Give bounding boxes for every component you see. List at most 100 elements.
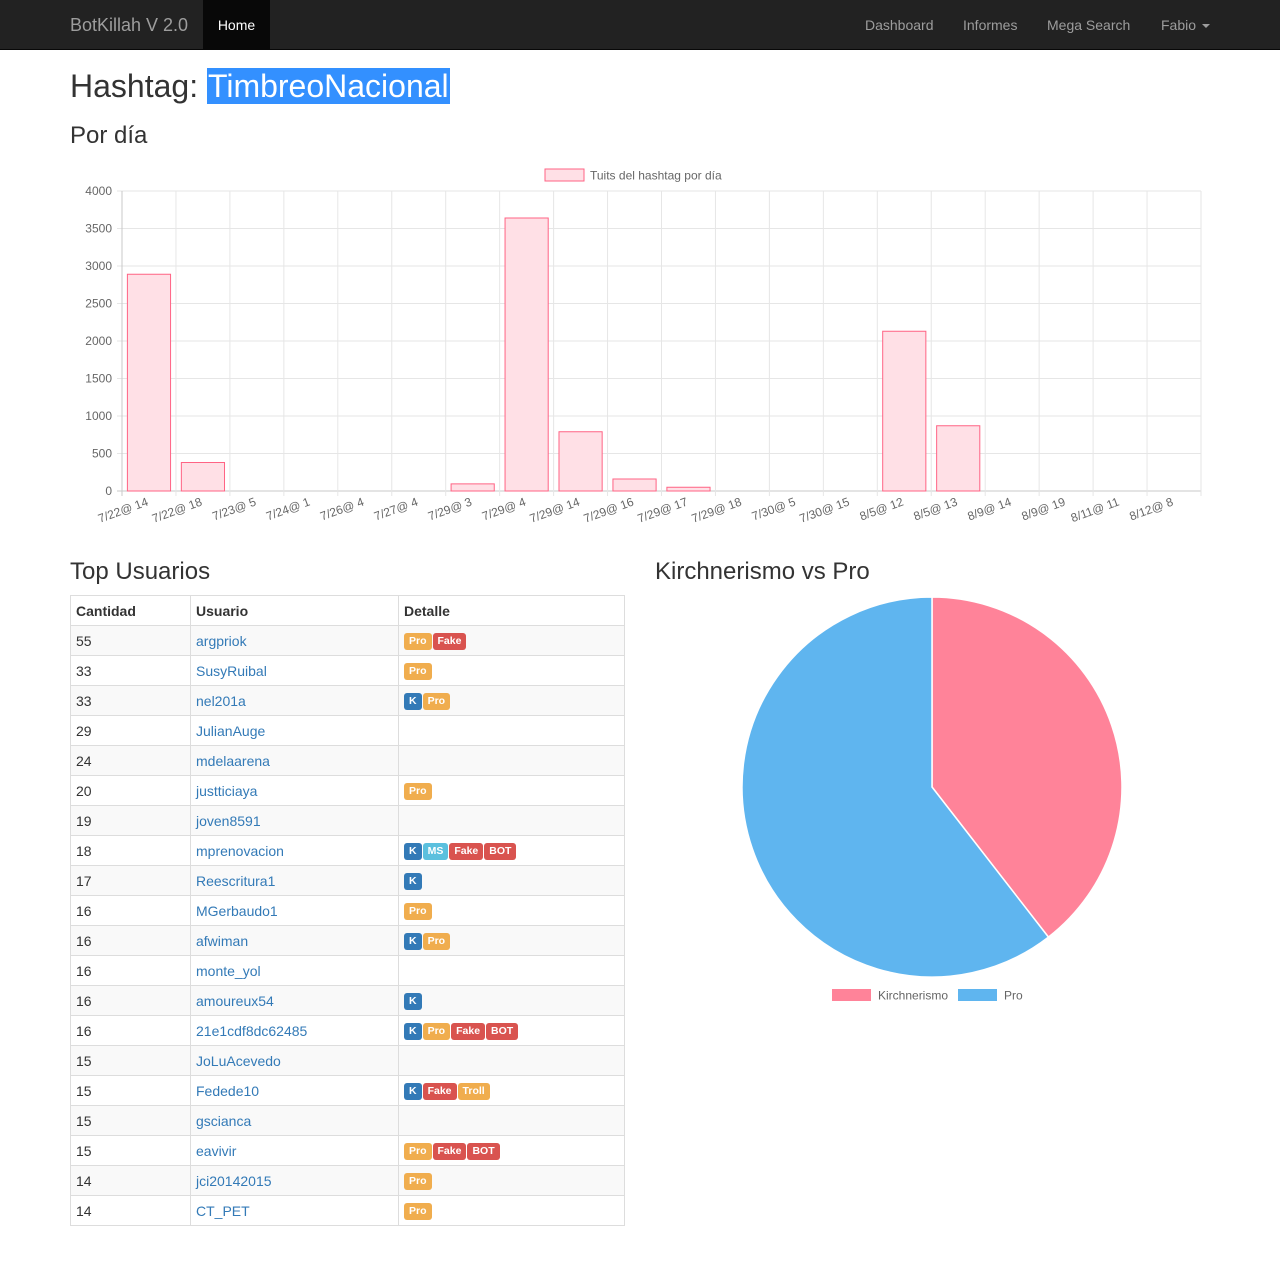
user-link[interactable]: justticiaya bbox=[196, 782, 258, 799]
brand-link[interactable]: BotKillah V 2.0 bbox=[70, 15, 189, 35]
detail-cell bbox=[398, 955, 625, 986]
pie-legend-swatch-kirchnerismo[interactable] bbox=[832, 989, 871, 1001]
bar-7/22@ 14[interactable] bbox=[126, 273, 172, 492]
caret-down-icon bbox=[1202, 24, 1211, 29]
user-link[interactable]: 21e1cdf8dc62485 bbox=[196, 1022, 308, 1039]
table-row: 33 SusyRuibal Pro bbox=[70, 655, 625, 686]
tag-badge-troll: Troll bbox=[457, 1083, 490, 1100]
user-link[interactable]: Reescritura1 bbox=[196, 872, 276, 889]
user-cell: Fedede10 bbox=[190, 1075, 399, 1106]
x-tick-label: 7/29@ 14 bbox=[528, 495, 582, 526]
detail-cell bbox=[398, 715, 625, 746]
count-cell: 14 bbox=[70, 1195, 191, 1226]
bar-7/29@ 4[interactable] bbox=[504, 217, 549, 492]
nav-dashboard-link[interactable]: Dashboard bbox=[865, 17, 934, 33]
detail-cell: Pro Fake BOT bbox=[398, 1135, 625, 1166]
x-tick-label: 7/29@ 3 bbox=[426, 495, 474, 524]
tag-badge-k: K bbox=[404, 1023, 422, 1040]
tag-badge-k: K bbox=[404, 993, 422, 1010]
x-tick-label: 7/29@ 17 bbox=[636, 495, 690, 526]
user-link[interactable]: mprenovacion bbox=[196, 842, 284, 859]
user-link[interactable]: monte_yol bbox=[196, 962, 261, 979]
table-row: 16 amoureux54 K bbox=[70, 985, 625, 1016]
x-tick-label: 7/22@ 18 bbox=[150, 495, 204, 526]
count-cell: 18 bbox=[70, 835, 191, 866]
user-link[interactable]: SusyRuibal bbox=[196, 662, 267, 679]
count-cell: 16 bbox=[70, 895, 191, 926]
user-link[interactable]: amoureux54 bbox=[196, 992, 274, 1009]
user-link[interactable]: JoLuAcevedo bbox=[196, 1052, 281, 1069]
user-link[interactable]: joven8591 bbox=[196, 812, 261, 829]
nav-informes-link[interactable]: Informes bbox=[963, 17, 1018, 33]
bar-8/5@ 13[interactable] bbox=[936, 425, 981, 492]
user-link[interactable]: Fedede10 bbox=[196, 1082, 260, 1099]
count-cell: 15 bbox=[70, 1135, 191, 1166]
user-link[interactable]: JulianAuge bbox=[196, 722, 266, 739]
table-header-row: Cantidad Usuario Detalle bbox=[70, 595, 625, 626]
user-cell: joven8591 bbox=[190, 805, 399, 836]
tag-badge-bot: BOT bbox=[467, 1143, 500, 1160]
x-tick-label: 7/26@ 4 bbox=[318, 495, 366, 524]
bar-7/29@ 3[interactable] bbox=[450, 483, 495, 492]
count-cell: 24 bbox=[70, 745, 191, 776]
tag-badge-pro: Pro bbox=[422, 933, 451, 950]
bar-7/29@ 17[interactable] bbox=[666, 486, 711, 492]
count-cell: 15 bbox=[70, 1045, 191, 1076]
x-tick-label: 8/9@ 14 bbox=[966, 495, 1014, 524]
y-tick-label: 1000 bbox=[85, 409, 112, 423]
table-row: 16 21e1cdf8dc62485 K Pro Fake BOT bbox=[70, 1015, 625, 1046]
per-day-bar-chart: 0 500 1000 1500 2000 2500 3000 3500 4000 7/22@ 1… bbox=[85, 168, 1202, 526]
header-detalle: Detalle bbox=[398, 595, 625, 626]
tag-badge-ms: MS bbox=[422, 843, 449, 860]
count-cell: 33 bbox=[70, 655, 191, 686]
x-tick-label: 8/11@ 11 bbox=[1069, 495, 1121, 526]
user-link[interactable]: afwiman bbox=[196, 932, 249, 949]
bar-8/5@ 12[interactable] bbox=[882, 330, 927, 492]
bar-7/29@ 14[interactable] bbox=[558, 431, 603, 492]
user-link[interactable]: MGerbaudo1 bbox=[196, 902, 278, 919]
user-link[interactable]: jci20142015 bbox=[196, 1172, 272, 1189]
tag-badge-fake: Fake bbox=[449, 843, 484, 860]
user-menu-dropdown[interactable]: Fabio bbox=[1161, 0, 1211, 50]
detail-cell: Pro bbox=[398, 1195, 625, 1226]
top-users-table: Cantidad Usuario Detalle 55 argpriok Pro Fa… bbox=[70, 595, 625, 1226]
per-day-heading: Por día bbox=[70, 122, 148, 149]
detail-cell: Pro Fake bbox=[398, 625, 625, 656]
user-link[interactable]: CT_PET bbox=[196, 1202, 250, 1219]
tag-badge-k: K bbox=[404, 1083, 422, 1100]
tag-badge-bot: BOT bbox=[486, 1023, 519, 1040]
table-row: 16 monte_yol bbox=[70, 955, 625, 986]
user-cell: amoureux54 bbox=[190, 985, 399, 1016]
count-cell: 14 bbox=[70, 1165, 191, 1196]
y-tick-label: 4000 bbox=[85, 184, 112, 198]
detail-cell: K Fake Troll bbox=[398, 1075, 625, 1106]
count-cell: 16 bbox=[70, 1015, 191, 1046]
bar-7/29@ 16[interactable] bbox=[612, 478, 657, 492]
x-tick-label: 7/29@ 4 bbox=[480, 495, 528, 524]
user-link[interactable]: gscianca bbox=[196, 1112, 252, 1129]
bar-7/22@ 18[interactable] bbox=[180, 462, 226, 492]
user-link[interactable]: nel201a bbox=[196, 692, 246, 709]
user-link[interactable]: mdelaarena bbox=[196, 752, 270, 769]
nav-mega-search-link[interactable]: Mega Search bbox=[1047, 17, 1131, 33]
nav-home-link[interactable]: Home bbox=[203, 0, 270, 49]
count-cell: 33 bbox=[70, 685, 191, 716]
table-row: 14 CT_PET Pro bbox=[70, 1195, 625, 1226]
y-tick-label: 500 bbox=[92, 447, 112, 461]
y-tick-label: 3000 bbox=[85, 259, 112, 273]
x-tick-label: 8/5@ 12 bbox=[858, 495, 906, 524]
pie-slice-kirchnerismo[interactable] bbox=[931, 596, 1123, 939]
table-row: 19 joven8591 bbox=[70, 805, 625, 836]
tag-badge-pro: Pro bbox=[422, 1023, 451, 1040]
x-tick-label: 8/9@ 19 bbox=[1020, 495, 1068, 524]
user-link[interactable]: eavivir bbox=[196, 1142, 237, 1159]
count-cell: 17 bbox=[70, 865, 191, 896]
pie-slice-pro[interactable] bbox=[741, 596, 1050, 978]
user-link[interactable]: argpriok bbox=[196, 632, 247, 649]
x-tick-label: 7/30@ 5 bbox=[750, 495, 798, 524]
bar-legend-swatch[interactable] bbox=[544, 168, 585, 182]
detail-cell bbox=[398, 1105, 625, 1136]
y-tick-label: 2500 bbox=[85, 297, 112, 311]
pie-legend-swatch-pro[interactable] bbox=[958, 989, 997, 1001]
table-row: 16 MGerbaudo1 Pro bbox=[70, 895, 625, 926]
